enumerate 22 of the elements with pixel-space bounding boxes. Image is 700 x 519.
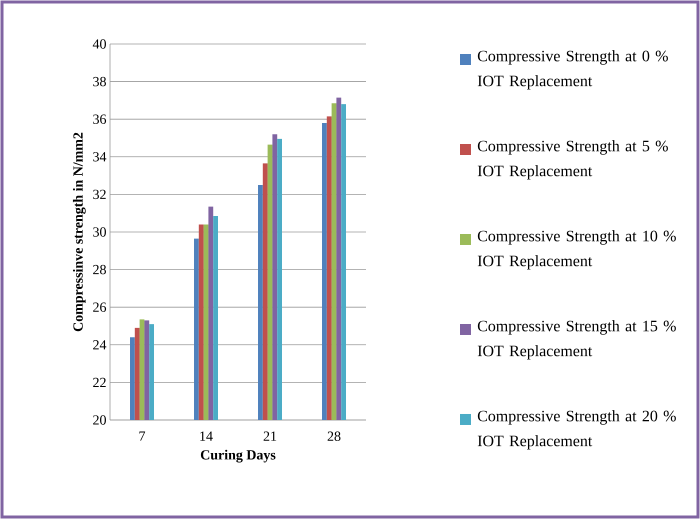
- legend-label: Compressive Strength at 10 % IOT Replacement: [478, 230, 676, 270]
- y-tick-label: 22: [93, 378, 106, 388]
- x-tick-label: 14: [200, 431, 213, 441]
- y-tick-label: 34: [93, 152, 106, 162]
- y-tick-label: 32: [93, 190, 106, 200]
- x-axis-title: Curing Days: [200, 450, 276, 463]
- legend-label: Compressive Strength at 15 % IOT Replacement: [478, 320, 676, 360]
- legend-label: Compressive Strength at 5 % IOT Replacement: [478, 140, 668, 180]
- y-tick-label: 24: [93, 340, 106, 350]
- y-tick-label: 36: [93, 114, 106, 124]
- y-axis-title: Compressinve strength in N/mm2: [72, 132, 86, 332]
- y-tick-label: 28: [93, 264, 106, 274]
- x-tick-label: 28: [328, 432, 340, 441]
- y-tick-label: 38: [93, 76, 106, 86]
- legend-label: Compressive Strength at 0 % IOT Replacement: [478, 50, 668, 90]
- y-tick-label: 40: [92, 39, 106, 49]
- y-tick-label: 20: [93, 415, 106, 425]
- x-tick-label: 7: [139, 432, 146, 441]
- x-tick-label: 21: [264, 432, 276, 441]
- y-tick-label: 30: [93, 227, 106, 237]
- y-tick-label: 26: [93, 302, 106, 312]
- legend-label: Compressive Strength at 20 % IOT Replacement: [478, 410, 676, 450]
